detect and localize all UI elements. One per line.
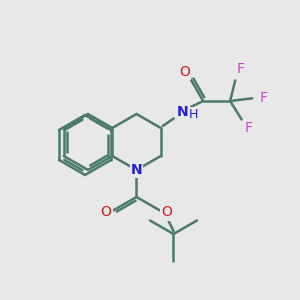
Text: F: F: [244, 122, 253, 136]
Text: O: O: [179, 64, 190, 79]
Text: O: O: [100, 206, 111, 220]
Text: H: H: [189, 108, 198, 121]
Text: O: O: [161, 206, 172, 220]
Text: F: F: [259, 91, 267, 105]
Text: F: F: [236, 62, 244, 76]
Text: N: N: [131, 163, 142, 177]
Text: N: N: [177, 104, 188, 118]
